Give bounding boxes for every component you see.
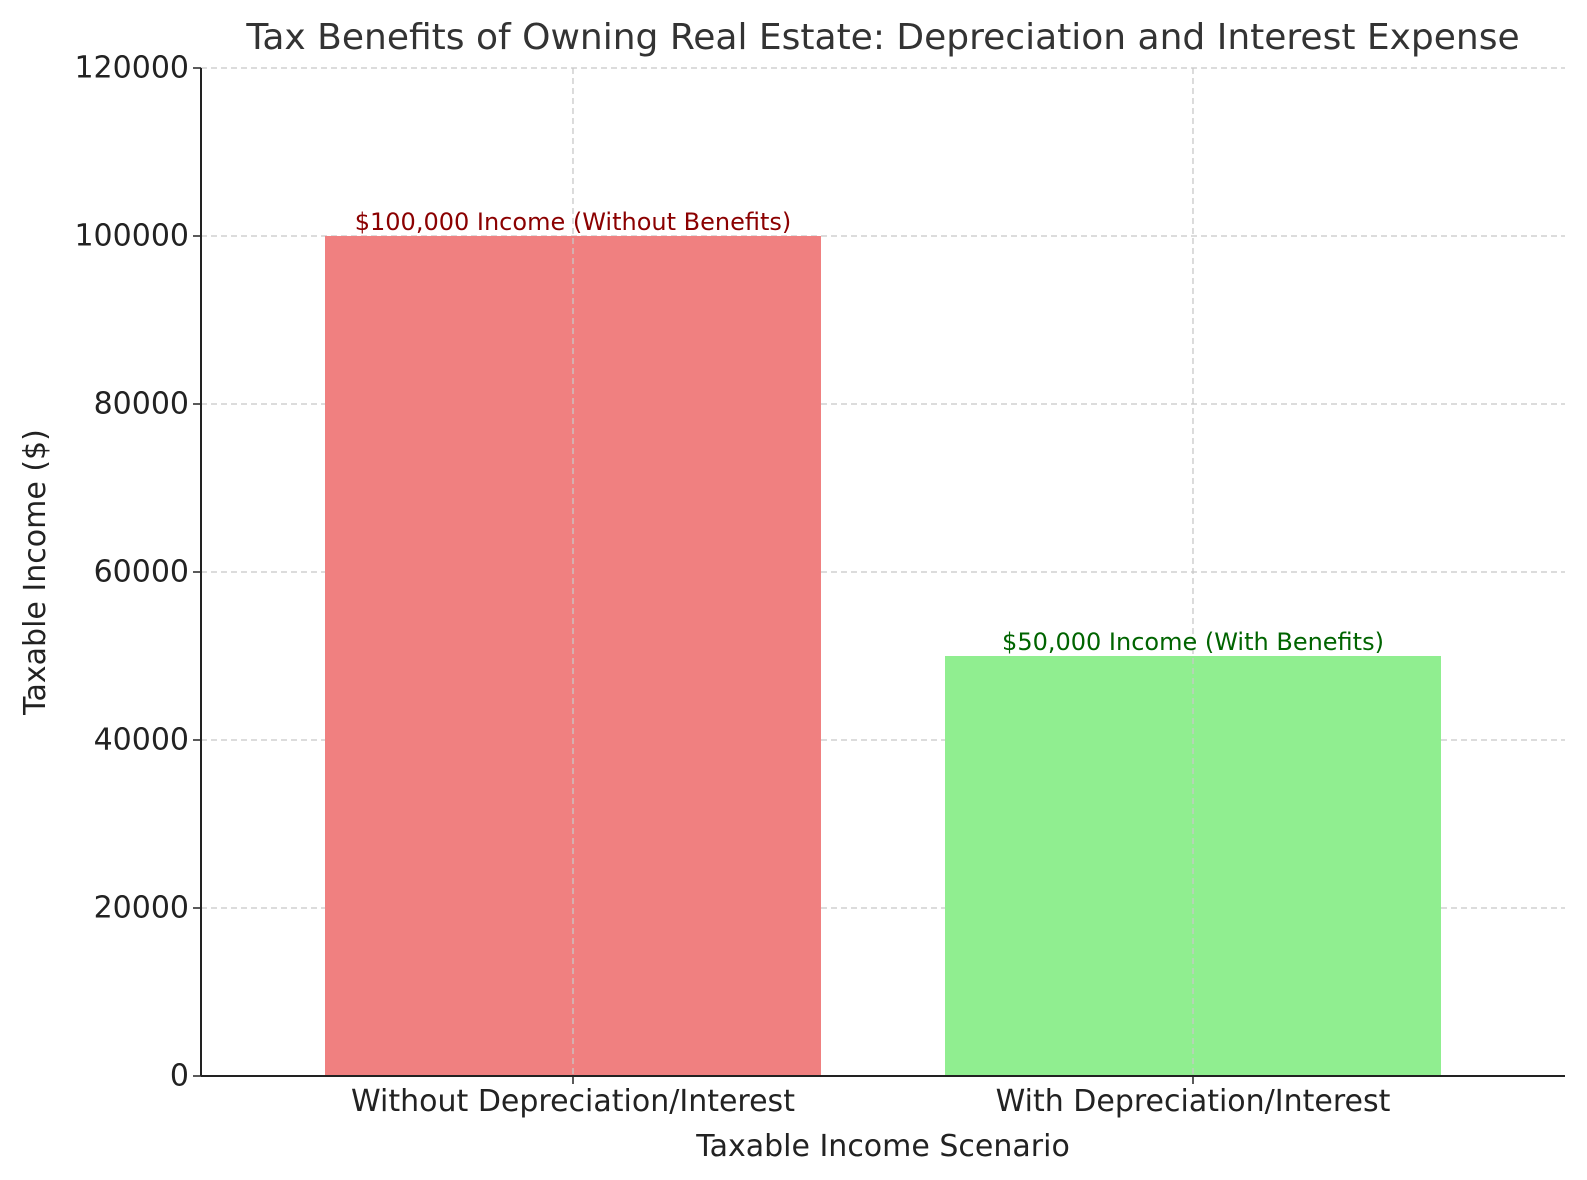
y-tick-label: 0 bbox=[170, 1059, 189, 1094]
bar-data-label: $100,000 Income (Without Benefits) bbox=[355, 208, 791, 236]
y-tick-label: 100000 bbox=[74, 219, 189, 254]
y-tick-label: 40000 bbox=[94, 723, 189, 758]
labels-layer: 0 20000 40000 60000 80000 100000 120000 Without… bbox=[74, 51, 1390, 1120]
y-tick-label: 120000 bbox=[74, 51, 189, 86]
grid-layer bbox=[201, 67, 1565, 909]
y-tick-label: 60000 bbox=[94, 555, 189, 590]
overlay-grid-layer bbox=[572, 68, 1194, 1076]
bar bbox=[945, 656, 1441, 1076]
bars-layer bbox=[325, 236, 1441, 1076]
y-tick-label: 20000 bbox=[94, 891, 189, 926]
ticks-layer bbox=[193, 67, 1194, 1084]
y-axis-label: Taxable Income ($) bbox=[18, 429, 53, 716]
x-tick-label: Without Depreciation/Interest bbox=[351, 1084, 795, 1119]
x-axis-label: Taxable Income Scenario bbox=[695, 1129, 1070, 1164]
bar-data-label: $50,000 Income (With Benefits) bbox=[1002, 628, 1384, 656]
y-tick-label: 80000 bbox=[94, 387, 189, 422]
bar bbox=[325, 236, 821, 1076]
chart-title: Tax Benefits of Owning Real Estate: Depr… bbox=[245, 17, 1519, 58]
x-tick-label: With Depreciation/Interest bbox=[996, 1084, 1391, 1119]
